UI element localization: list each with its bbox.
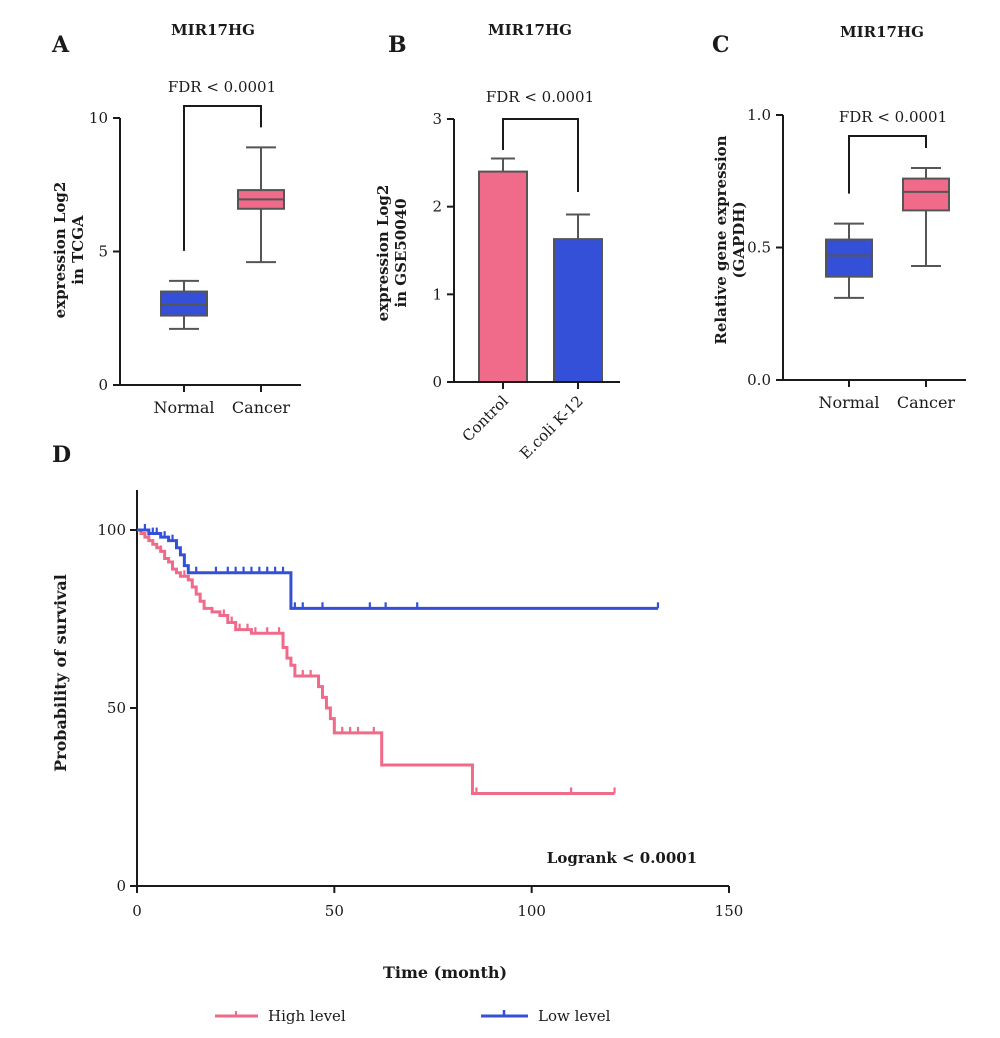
panel-c-xtick-label: Normal — [818, 393, 879, 412]
panel-d-ytick-label: 0 — [116, 877, 126, 895]
panel-b-ylabel-line2: in GSE50040 — [392, 198, 410, 307]
panel-b-xtick-label: E.coli K-12 — [516, 392, 587, 463]
panel-d-ylabel: Probability of survival — [51, 574, 70, 772]
panel-a-significance-bracket — [183, 105, 262, 251]
panel-b-significance-bracket — [502, 118, 579, 192]
panel-b-ytick-label: 3 — [432, 110, 442, 128]
panel-a-ylabel-line1: expression Log2 — [51, 182, 69, 319]
panel-a-xtick-label: Cancer — [232, 398, 291, 417]
panel-a-box-plot: MIR17HG FDR < 0.0001 expression Log2 in … — [51, 21, 301, 417]
panel-b-ylabel-line1: expression Log2 — [374, 185, 392, 322]
panel-c-annotation: FDR < 0.0001 — [839, 108, 947, 126]
panel-d-survival-curve: Probability of survival Time (month) Log… — [51, 490, 743, 1025]
panel-c-box-plot: MIR17HG FDR < 0.0001 Relative gene expre… — [712, 23, 966, 412]
panel-c-xtick-label: Cancer — [897, 393, 956, 412]
panel-a-annotation: FDR < 0.0001 — [168, 78, 276, 96]
panel-c-ylabel-line2: (GAPDH) — [730, 201, 748, 278]
panel-a-ytick-label: 10 — [89, 109, 108, 127]
panel-d-xtick-label: 0 — [132, 902, 142, 920]
panel-a-ytick-label: 0 — [98, 376, 108, 394]
legend-high-label: High level — [268, 1007, 346, 1025]
panel-d-annotation: Logrank < 0.0001 — [547, 849, 697, 867]
panel-c-box — [902, 177, 950, 212]
panel-d-xtick-label: 50 — [325, 902, 344, 920]
panel-b-bar-chart: MIR17HG FDR < 0.0001 expression Log2 in … — [374, 21, 620, 463]
panel-c-title: MIR17HG — [840, 23, 924, 41]
panel-b-xtick-label: Control — [459, 392, 512, 445]
panel-b-ytick-label: 2 — [432, 198, 442, 216]
legend-low-label: Low level — [538, 1007, 611, 1025]
panel-b-annotation: FDR < 0.0001 — [486, 88, 594, 106]
panel-letter-b: B — [388, 32, 407, 58]
panel-c-ytick-label: 1.0 — [747, 106, 771, 124]
panel-letter-d: D — [52, 442, 71, 468]
panel-c-ylabel-line1: Relative gene expression — [712, 135, 730, 344]
panel-a-title: MIR17HG — [171, 21, 255, 39]
panel-letter-a: A — [51, 32, 70, 58]
panel-d-survival-line-high — [137, 528, 615, 795]
panel-b-ytick-label: 1 — [432, 285, 442, 303]
panel-c-significance-bracket — [848, 135, 927, 194]
legend: High level Low level — [215, 1007, 611, 1025]
panel-b-bar — [553, 238, 603, 383]
panel-a-xtick-label: Normal — [153, 398, 214, 417]
panel-d-ytick-label: 50 — [107, 699, 126, 717]
panel-a-ylabel-line2: in TCGA — [69, 215, 87, 285]
panel-c-ytick-label: 0.5 — [747, 239, 771, 257]
panel-a-ytick-label: 5 — [98, 243, 108, 261]
panel-d-survival-line-low — [137, 528, 658, 610]
panel-b-bar — [478, 170, 528, 383]
panel-c-box — [825, 238, 873, 278]
panel-d-ytick-label: 100 — [97, 521, 126, 539]
panel-d-xtick-label: 150 — [715, 902, 744, 920]
panel-letter-c: C — [712, 32, 730, 58]
panel-d-xtick-label: 100 — [517, 902, 546, 920]
panel-c-ytick-label: 0.0 — [747, 371, 771, 389]
panel-d-xlabel: Time (month) — [383, 963, 507, 982]
panel-a-box — [160, 290, 208, 317]
panel-b-ytick-label: 0 — [432, 373, 442, 391]
panel-b-title: MIR17HG — [488, 21, 572, 39]
